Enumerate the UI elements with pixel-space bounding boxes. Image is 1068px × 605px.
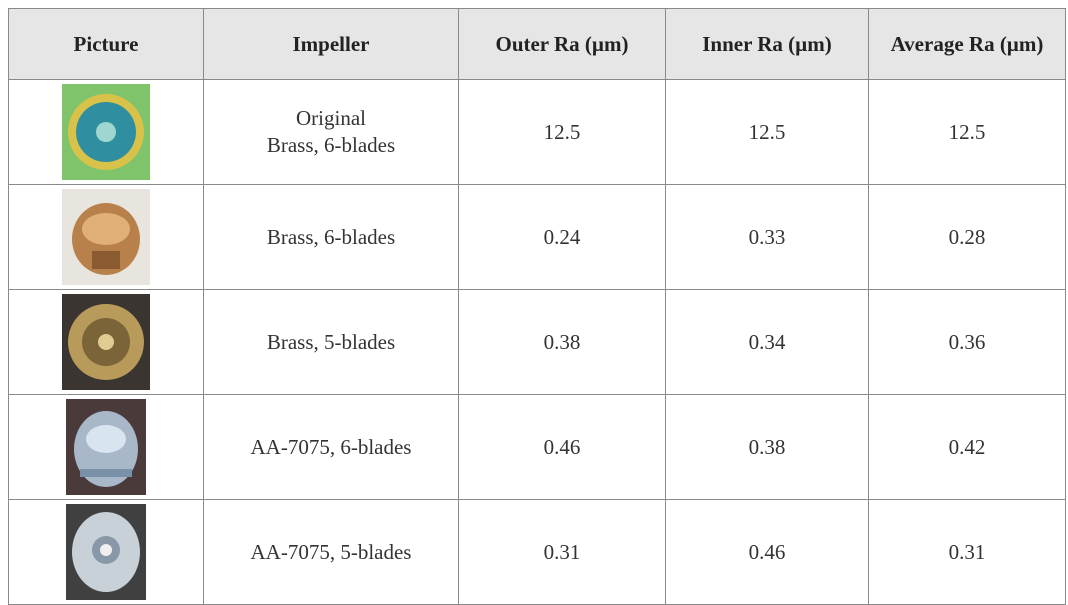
- average-ra-cell: 12.5: [868, 79, 1066, 185]
- impeller-line: AA-7075, 6-blades: [250, 434, 412, 459]
- impeller-line: Brass, 6-blades: [266, 133, 396, 157]
- impeller-cell: Brass, 5-blades: [203, 289, 459, 395]
- picture-cell: [8, 394, 204, 500]
- table-row: Brass, 6-blades 0.24 0.33 0.28: [8, 184, 1066, 290]
- header-cell: Impeller: [203, 8, 459, 80]
- impeller-photo: [62, 84, 150, 180]
- outer-ra-cell: 0.46: [458, 394, 666, 500]
- impeller-line: Brass, 6-blades: [266, 224, 396, 249]
- average-ra-cell: 0.31: [868, 499, 1066, 605]
- inner-ra-cell: 12.5: [665, 79, 869, 185]
- average-ra-cell: 0.28: [868, 184, 1066, 290]
- impeller-cell: AA-7075, 5-blades: [203, 499, 459, 605]
- outer-ra-cell: 0.31: [458, 499, 666, 605]
- impeller-photo: [66, 399, 146, 495]
- table-row: Brass, 5-blades 0.38 0.34 0.36: [8, 289, 1066, 395]
- inner-ra-cell: 0.46: [665, 499, 869, 605]
- impeller-photo: [66, 504, 146, 600]
- header-cell: Outer Ra (µm): [458, 8, 666, 80]
- table-body: Original Brass, 6-blades 12.5 12.5 12.5 Brass…: [8, 79, 1066, 605]
- header-row: Picture Impeller Outer Ra (µm) Inner Ra …: [8, 8, 1066, 80]
- header-cell: Picture: [8, 8, 204, 80]
- outer-ra-cell: 0.24: [458, 184, 666, 290]
- outer-ra-cell: 0.38: [458, 289, 666, 395]
- impeller-line: Brass, 5-blades: [266, 329, 396, 354]
- impeller-cell: AA-7075, 6-blades: [203, 394, 459, 500]
- inner-ra-cell: 0.38: [665, 394, 869, 500]
- picture-cell: [8, 499, 204, 605]
- table-header: Picture Impeller Outer Ra (µm) Inner Ra …: [8, 8, 1066, 80]
- picture-cell: [8, 79, 204, 185]
- table-row: Original Brass, 6-blades 12.5 12.5 12.5: [8, 79, 1066, 185]
- table-row: AA-7075, 6-blades 0.46 0.38 0.42: [8, 394, 1066, 500]
- impeller-line: AA-7075, 5-blades: [250, 539, 412, 564]
- outer-ra-cell: 12.5: [458, 79, 666, 185]
- impeller-photo: [62, 189, 150, 285]
- header-cell: Average Ra (µm): [868, 8, 1066, 80]
- table-row: AA-7075, 5-blades 0.31 0.46 0.31: [8, 499, 1066, 605]
- picture-cell: [8, 289, 204, 395]
- inner-ra-cell: 0.34: [665, 289, 869, 395]
- impeller-cell: Brass, 6-blades: [203, 184, 459, 290]
- average-ra-cell: 0.36: [868, 289, 1066, 395]
- impeller-photo: [62, 294, 150, 390]
- average-ra-cell: 0.42: [868, 394, 1066, 500]
- impeller-line: Original: [296, 106, 366, 130]
- impeller-cell: Original Brass, 6-blades: [203, 79, 459, 185]
- header-cell: Inner Ra (µm): [665, 8, 869, 80]
- roughness-table: Picture Impeller Outer Ra (µm) Inner Ra …: [8, 8, 1066, 605]
- picture-cell: [8, 184, 204, 290]
- inner-ra-cell: 0.33: [665, 184, 869, 290]
